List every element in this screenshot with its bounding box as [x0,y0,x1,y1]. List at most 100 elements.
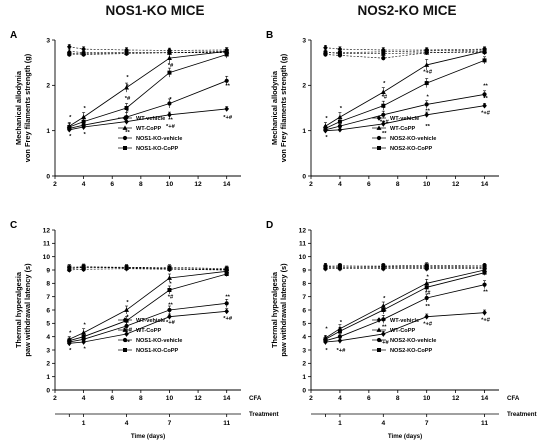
y-tick-label: 4 [46,334,50,341]
y-tick-label: 11 [299,241,306,248]
y-tick-label: 9 [46,267,50,274]
significance-label: ** [382,131,387,137]
data-point [337,329,342,334]
panel-label: C [10,220,17,231]
significance-label: *# [168,63,174,69]
significance-label: * [325,327,328,333]
data-point [224,272,229,276]
data-point [337,126,343,133]
series-nos2-ko-vehicle [323,49,487,61]
data-point [224,106,229,112]
significance-label: *+# [166,124,176,130]
legend-label: NOS1-KO-CoPP [136,146,179,152]
significance-label: ** [483,83,488,89]
significance-label: ** [483,96,488,102]
treatment-tick-label: 11 [481,420,488,427]
series-line [69,46,227,51]
significance-label: * [83,347,86,353]
data-point [67,44,72,50]
data-point [337,124,343,129]
x-tick-label: 12 [452,395,460,402]
significance-label: ** [225,295,230,301]
data-point [323,264,328,269]
legend-label: NOS2-KO-CoPP [390,348,433,354]
panel-label: A [10,30,17,41]
legend: WT-vehicle WT-CoPP NOS1-KO-vehicle NOS1-KO-… [118,115,182,152]
legend-label: WT-vehicle [390,116,419,122]
legend-label: WT-vehicle [136,116,165,122]
y-tick-label: 6 [46,307,50,314]
y-tick-label: 2 [46,361,50,368]
legend-marker [376,337,382,343]
y-tick-label: 3 [302,347,306,354]
x-tick-label: 10 [166,181,174,188]
x-tick-label: 14 [223,395,231,402]
series-line [325,47,485,51]
y-tick-label: 10 [299,254,307,261]
significance-label: *+# [380,340,390,346]
data-point [482,282,487,287]
x-tick-label: 6 [367,181,371,188]
x-tick-label: 8 [396,181,400,188]
data-point [81,330,87,335]
significance-label: *# [125,96,131,102]
treatment-tick-label: 7 [168,420,172,427]
y-tick-label: 0 [46,387,50,394]
significance-label: * [126,315,129,321]
x-tick-label: 12 [452,181,460,188]
x-tick-label: 2 [53,181,57,188]
data-point [424,112,429,118]
series-cfa-circle [323,280,487,344]
legend-label: WT-CoPP [390,328,415,334]
y-tick-label: 2 [302,361,306,368]
series-nos2-ko-copp [323,262,487,270]
y-tick-label: 9 [302,267,306,274]
legend-marker [122,125,128,130]
data-point [67,265,72,270]
y-axis-label-line: Thermal hyperalgesia [270,271,279,348]
significance-label: *+# [481,317,491,323]
data-point [424,263,429,268]
significance-label: * [69,134,72,140]
data-point [424,266,429,271]
legend-marker [122,115,128,121]
x-tick-label: 8 [139,181,143,188]
y-axis-label: Mechanical allodyniavon Frey filaments s… [270,53,288,162]
significance-label: *+# [423,321,433,327]
series-line [325,264,485,267]
significance-label: * [83,132,86,138]
data-point [167,112,172,118]
significance-label: * [126,300,129,306]
significance-label: ** [382,309,387,315]
x-tick-label: 4 [338,395,342,402]
x-tick-label: 8 [139,395,143,402]
legend-marker [122,135,128,141]
x-tick-label: 4 [338,181,342,188]
significance-label: * [427,95,430,101]
significance-label: *+# [223,316,233,322]
significance-label: *+# [423,70,433,76]
y-tick-label: 8 [46,281,50,288]
data-point [337,337,343,344]
y-axis-label: Thermal hyperalgesiapaw withdrawal laten… [14,263,32,357]
legend-label: NOS2-KO-vehicle [390,338,436,344]
y-axis-label-line: paw withdrawal latency (s) [279,263,288,357]
data-point [81,339,86,345]
data-point [381,112,386,117]
y-tick-label: 7 [302,294,306,301]
series-wt-vehicle [67,264,229,273]
legend-marker [377,146,381,150]
data-point [381,56,386,61]
significance-label: ** [168,117,173,123]
y-tick-label: 0 [302,387,306,394]
x-tick-label: 2 [309,395,313,402]
x-tick-label: 2 [309,181,313,188]
data-point [124,85,130,90]
y-tick-label: 11 [43,241,50,248]
data-point [124,106,129,110]
data-point [323,339,328,345]
y-tick-label: 0 [46,173,50,180]
y-tick-label: 1 [302,374,306,381]
